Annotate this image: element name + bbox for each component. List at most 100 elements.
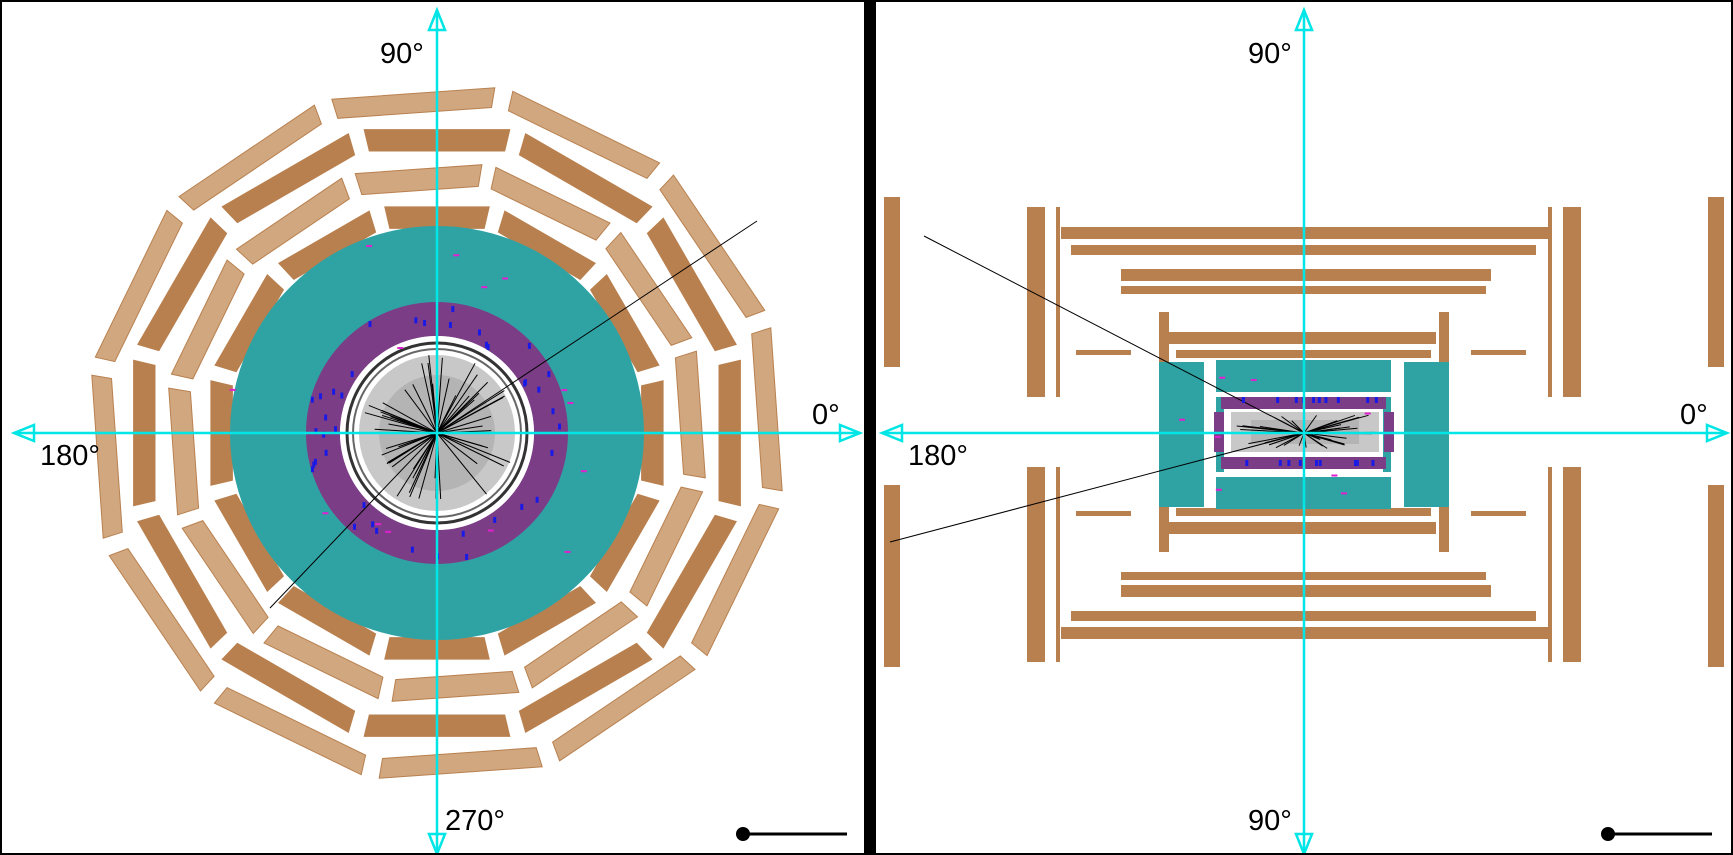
ecal-hit bbox=[1336, 397, 1340, 403]
muon-chamber bbox=[674, 350, 706, 479]
hcal-hit bbox=[567, 402, 574, 405]
track bbox=[1303, 414, 1369, 434]
muon-chamber bbox=[551, 655, 696, 762]
ecal-hit bbox=[350, 371, 354, 378]
track bbox=[1303, 432, 1323, 447]
panel-divider bbox=[866, 0, 874, 855]
scale-bar-icon bbox=[1601, 827, 1712, 841]
hcal-hit bbox=[1250, 379, 1257, 382]
ecal-hit bbox=[1314, 460, 1318, 466]
ecal-hit bbox=[332, 388, 336, 395]
muon-barrel-layer bbox=[1121, 585, 1491, 597]
ecal-hit bbox=[1366, 397, 1370, 403]
muon-endcap bbox=[884, 485, 900, 667]
ecal-hit bbox=[448, 321, 452, 328]
longitudinal-view-canvas: 90° 0° 180° 90° bbox=[878, 6, 1731, 853]
ecal-hit bbox=[1312, 397, 1316, 403]
hcal-hit bbox=[1215, 488, 1222, 491]
muon-chamber bbox=[646, 514, 737, 649]
hcal-hit bbox=[1331, 474, 1338, 477]
muon-chamber bbox=[378, 747, 543, 779]
muon-endcap bbox=[1708, 485, 1724, 667]
longitudinal-view-panel[interactable]: 90° 0° 180° 90° bbox=[874, 0, 1733, 855]
hcal-hit bbox=[375, 523, 382, 526]
ecal-hit bbox=[410, 546, 414, 553]
muon-chamber bbox=[94, 209, 184, 363]
ecal-hit bbox=[371, 521, 375, 528]
hcal-hit bbox=[1364, 412, 1371, 415]
track bbox=[1303, 415, 1317, 434]
ecal-hit bbox=[477, 329, 481, 336]
hcal-hit bbox=[1178, 418, 1185, 421]
axis-label-bottom: 270° bbox=[445, 805, 505, 837]
transverse-view-panel[interactable]: 90° 0° 180° 270° bbox=[0, 0, 866, 855]
muon-ring bbox=[1471, 511, 1526, 516]
muon-chamber bbox=[646, 217, 737, 352]
ecal-hit bbox=[312, 461, 316, 468]
track bbox=[436, 378, 450, 434]
muon-endcap bbox=[1027, 467, 1045, 662]
muon-barrel-layer bbox=[1121, 269, 1491, 281]
ecal-hit bbox=[484, 341, 488, 348]
ecal-hit bbox=[461, 530, 465, 537]
track bbox=[436, 374, 478, 434]
left-axes bbox=[10, 6, 864, 853]
muon-chamber bbox=[659, 174, 766, 319]
ecal-hit bbox=[1318, 460, 1322, 466]
muon-chamber bbox=[181, 519, 269, 635]
ecal-hit bbox=[547, 371, 551, 378]
ecal-hit bbox=[324, 414, 328, 421]
track bbox=[396, 432, 438, 497]
ecal-hit bbox=[1298, 460, 1302, 466]
axis-label-right: 0° bbox=[1680, 399, 1708, 431]
muon-endcap bbox=[1159, 472, 1169, 552]
ecal-hit bbox=[551, 408, 555, 415]
ecal-hit bbox=[524, 379, 528, 386]
ecal-hit bbox=[1241, 397, 1245, 403]
axis-label-bottom: 90° bbox=[1248, 805, 1292, 837]
track bbox=[1248, 432, 1305, 445]
ecal-hit bbox=[1245, 460, 1249, 466]
ecal-hit bbox=[353, 523, 357, 530]
ecal-hit bbox=[310, 396, 314, 403]
long-track bbox=[923, 235, 1305, 434]
muon-endcap bbox=[884, 197, 900, 367]
track bbox=[1281, 416, 1305, 434]
muon-chamber bbox=[137, 217, 228, 352]
hcal-hit bbox=[397, 347, 404, 350]
track bbox=[382, 402, 438, 434]
track bbox=[404, 389, 438, 434]
muon-endcap bbox=[1548, 207, 1552, 397]
axis-label-top: 90° bbox=[1248, 38, 1292, 70]
ecal-hit bbox=[313, 458, 317, 465]
muon-endcap bbox=[1056, 207, 1060, 397]
ecal-hit bbox=[465, 553, 469, 560]
track bbox=[398, 432, 438, 448]
hcal-hit bbox=[564, 550, 571, 553]
hcal-hit bbox=[580, 470, 587, 473]
ecal-hit bbox=[334, 426, 338, 433]
muon-chamber bbox=[137, 514, 228, 649]
axis-label-right: 0° bbox=[812, 399, 840, 431]
hcal-hit bbox=[561, 389, 568, 392]
track bbox=[391, 432, 438, 468]
track bbox=[436, 432, 504, 467]
track bbox=[436, 432, 511, 463]
track bbox=[436, 381, 489, 434]
muon-barrel-layer bbox=[1166, 522, 1436, 534]
track bbox=[412, 384, 438, 434]
ecal-hit bbox=[375, 527, 379, 534]
muon-chamber bbox=[518, 642, 653, 733]
muon-chamber bbox=[235, 177, 351, 265]
muon-endcap bbox=[1708, 197, 1724, 367]
muon-barrel-layer bbox=[1166, 332, 1436, 344]
muon-chamber bbox=[507, 90, 661, 180]
muon-endcap bbox=[1563, 467, 1581, 662]
hcal-hit bbox=[487, 529, 494, 532]
muon-endcap bbox=[1159, 312, 1169, 397]
hcal-hit bbox=[453, 254, 460, 257]
ecal-hit bbox=[1294, 397, 1298, 403]
muon-chamber bbox=[523, 601, 639, 689]
track bbox=[368, 404, 438, 434]
ecal-hit bbox=[310, 466, 314, 473]
